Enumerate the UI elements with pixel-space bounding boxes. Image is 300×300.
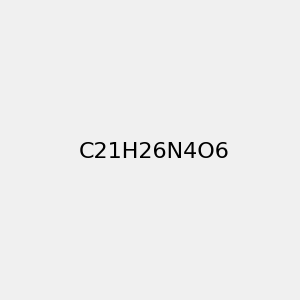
Text: C21H26N4O6: C21H26N4O6 — [78, 142, 229, 161]
